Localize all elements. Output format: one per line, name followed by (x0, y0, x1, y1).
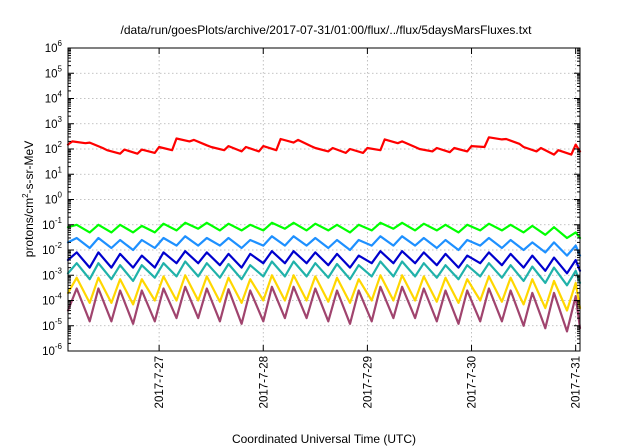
y-tick-exponent: -4 (55, 292, 63, 301)
x-tick-label: 2017-7-27 (154, 356, 166, 408)
y-tick-label: 106 (45, 39, 63, 55)
series-line-7 (66, 285, 582, 333)
y-tick-base: 10 (42, 220, 55, 232)
y-tick-label: 101 (45, 165, 63, 181)
y-tick-label: 105 (45, 64, 63, 80)
y-tick-base: 10 (45, 169, 58, 181)
y-tick-label: 103 (45, 115, 63, 131)
y-tick-label: 10-3 (42, 266, 62, 282)
y-tick-base: 10 (42, 270, 55, 282)
y-tick-exponent: -2 (55, 241, 63, 250)
y-tick-exponent: 6 (58, 39, 63, 48)
x-tick-label: 2017-7-29 (362, 356, 374, 408)
y-tick-base: 10 (45, 43, 58, 55)
series-group (66, 136, 582, 333)
grid (68, 48, 580, 351)
y-tick-label: 10-4 (42, 292, 62, 308)
y-tick-exponent: -5 (55, 317, 63, 326)
series-line-1 (66, 136, 582, 156)
y-tick-label: 10-2 (42, 241, 62, 257)
y-tick-base: 10 (45, 68, 58, 80)
x-tick-label: 2017-7-28 (258, 356, 270, 408)
y-tick-exponent: 5 (58, 64, 63, 73)
series-line-3 (66, 235, 582, 257)
y-tick-base: 10 (45, 119, 58, 131)
y-tick-label: 10-1 (42, 216, 62, 232)
y-tick-label: 10-5 (42, 317, 62, 333)
y-tick-label: 10-6 (42, 342, 62, 358)
y-tick-base: 10 (42, 346, 55, 358)
y-tick-base: 10 (45, 195, 58, 207)
y-tick-exponent: 2 (58, 140, 63, 149)
x-tick-label: 2017-7-31 (571, 356, 583, 408)
y-axis: 10610510410310210110010-110-210-310-410-… (42, 39, 580, 358)
series-line-4 (66, 250, 582, 275)
y-tick-exponent: 4 (58, 90, 63, 99)
y-tick-base: 10 (42, 245, 55, 257)
x-axis: 2017-7-27 2017-7-28 2017-7-29 2017-7-30 2017… (154, 48, 583, 408)
y-tick-exponent: -1 (55, 216, 63, 225)
y-tick-label: 104 (45, 90, 63, 106)
y-tick-base: 10 (42, 321, 55, 333)
series-line-6 (66, 274, 582, 312)
y-tick-exponent: -6 (55, 342, 63, 351)
y-tick-base: 10 (42, 296, 55, 308)
y-tick-label: 100 (45, 191, 63, 207)
x-axis-label: Coordinated Universal Time (UTC) (232, 432, 416, 446)
y-tick-exponent: 0 (58, 191, 63, 200)
y-tick-label: 102 (45, 140, 63, 156)
y-axis-label-before: protons/cm (22, 198, 36, 257)
y-axis-label-sup: 2 (21, 193, 30, 198)
y-tick-exponent: 3 (58, 115, 63, 124)
y-tick-exponent: 1 (58, 165, 63, 174)
chart-title: /data/run/goesPlots/archive/2017-07-31/0… (121, 23, 533, 37)
series-line-2 (66, 221, 582, 240)
y-axis-label: protons/cm2-s-sr-MeV (21, 141, 36, 257)
y-tick-exponent: -3 (55, 266, 63, 275)
y-tick-base: 10 (45, 94, 58, 106)
series-line-5 (66, 260, 582, 287)
y-tick-base: 10 (45, 144, 58, 156)
y-axis-label-after: -s-sr-MeV (22, 141, 36, 194)
x-tick-label: 2017-7-30 (467, 356, 479, 408)
